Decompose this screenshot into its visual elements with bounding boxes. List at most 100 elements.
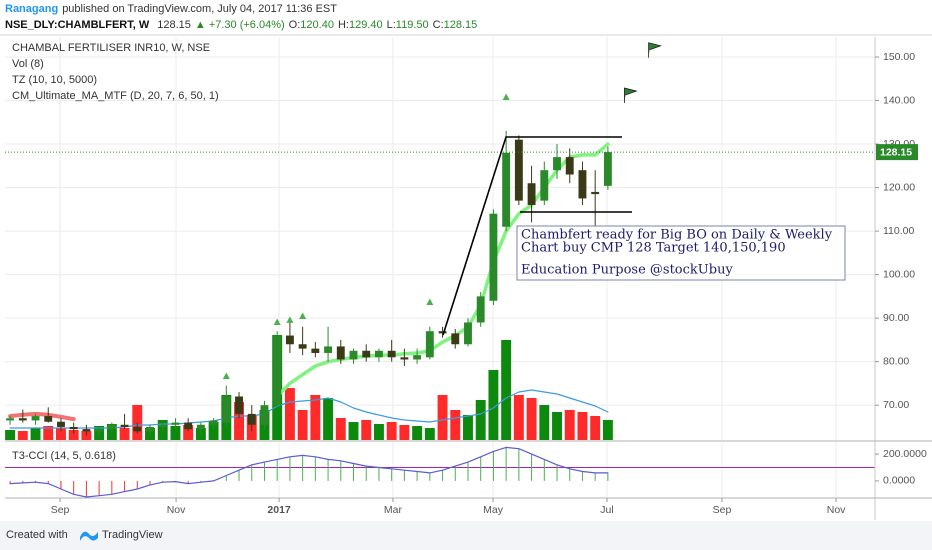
y-tick-label: 70.00 — [883, 399, 909, 411]
author[interactable]: Ranagang — [5, 3, 58, 15]
candle-body — [489, 213, 498, 301]
candle-body — [120, 424, 129, 427]
candle-body — [565, 157, 574, 175]
volume-bar — [373, 424, 384, 440]
volume-bar — [170, 426, 181, 440]
volume-bar — [183, 425, 194, 440]
candle-body — [285, 335, 294, 345]
x-tick-label: 2017 — [267, 504, 291, 516]
volume-bar — [475, 400, 486, 440]
volume-bar — [424, 428, 435, 440]
candle-body — [298, 344, 307, 349]
candle-body — [133, 426, 142, 432]
volume-bar — [501, 340, 512, 440]
volume-bar — [526, 398, 537, 440]
volume-bar — [577, 412, 588, 440]
volume-bar — [323, 398, 334, 440]
candle-body — [311, 348, 320, 353]
candle-body — [514, 139, 523, 201]
volume-bar — [335, 418, 346, 440]
volume-bar — [132, 405, 143, 440]
footer-brand[interactable]: TradingView — [102, 529, 163, 541]
legend-line: TZ (10, 10, 5000) — [12, 74, 97, 86]
price-layer — [5, 42, 875, 436]
volume-bar — [590, 416, 601, 440]
candle-body — [209, 420, 218, 425]
publish-line: Ranagang published on TradingView.com, Ju… — [5, 3, 337, 15]
volume-bar — [552, 412, 562, 440]
volume-bar — [284, 388, 295, 440]
legend-line: CM_Ultimate_MA_MTF (D, 20, 7, 6, 50, 1) — [12, 90, 219, 102]
note-line: Chambfert ready for Big BO on Daily & We… — [521, 228, 833, 243]
last-price-label: 128.15 — [880, 146, 912, 158]
footer-created: Created with — [6, 529, 68, 541]
candle-body — [451, 333, 460, 345]
volume-bar — [297, 410, 308, 440]
x-tick-label: Sep — [713, 504, 732, 516]
y-tick-label: 80.00 — [883, 355, 909, 367]
candle-body — [235, 396, 243, 414]
volume-bar — [361, 420, 372, 440]
candle-body — [336, 346, 345, 360]
volume-bar — [68, 430, 79, 440]
c-label: C: — [433, 19, 444, 31]
candle-body — [247, 413, 256, 425]
trend-line[interactable] — [442, 136, 622, 336]
x-tick-label: Nov — [827, 504, 846, 516]
x-tick-label: Sep — [51, 504, 70, 516]
x-tick-label: Mar — [384, 504, 403, 516]
candle-body — [591, 191, 600, 195]
candle-body — [95, 429, 104, 432]
cci-line — [9, 446, 609, 498]
logo[interactable] — [80, 531, 98, 541]
note-box[interactable] — [516, 225, 846, 281]
signal-marker — [426, 298, 434, 306]
y-tick-label: 90.00 — [883, 312, 909, 324]
volume-bar — [208, 422, 219, 440]
volume-bar — [437, 395, 448, 440]
change: ▲ +7.30 (+6.04%) — [195, 19, 285, 31]
candle-body — [400, 357, 409, 360]
candle-body — [476, 296, 485, 323]
y-tick-label: 200.0000 — [883, 448, 927, 460]
candle-body — [69, 426, 78, 430]
ma-up — [275, 142, 610, 399]
candle-body — [31, 416, 40, 421]
last: 128.15 — [157, 19, 191, 31]
volume-bar — [539, 405, 550, 440]
volume-bar — [119, 428, 130, 440]
candle-body — [362, 350, 371, 358]
l-value: 119.50 — [396, 19, 429, 31]
y-tick-label: 140.00 — [883, 94, 915, 106]
volume-bar — [5, 430, 16, 440]
volume-bar — [348, 422, 359, 440]
candle-body — [273, 335, 282, 406]
candle-body — [158, 424, 167, 427]
volume-bar — [234, 402, 244, 440]
volume-bar — [17, 431, 28, 440]
axes: Sep Nov 2017 Mar May Jul Sep Nov 70.00 80.00 90.00… — [51, 51, 927, 516]
legend-line: Vol (8) — [12, 58, 44, 70]
candle-body — [464, 322, 472, 345]
x-tick-label: Jul — [600, 504, 613, 516]
cci-layer — [5, 446, 875, 498]
volume-bar — [564, 410, 575, 440]
h-label: H: — [338, 19, 349, 31]
y-tick-label: 0.0000 — [883, 475, 915, 487]
last-price-box — [876, 144, 918, 161]
candle-body — [196, 424, 205, 430]
candle-body — [540, 170, 549, 201]
ma-down — [8, 411, 76, 422]
y-tick-label: 150.00 — [883, 51, 915, 63]
symbol-line: NSE_DLY:CHAMBLFERT, W 128.15 ▲ +7.30 (+6.0… — [5, 19, 477, 31]
c-value: 128.15 — [444, 19, 478, 31]
candle-body — [222, 396, 231, 423]
candle-body — [146, 426, 154, 432]
candle-body — [6, 418, 15, 421]
volume-bar — [43, 426, 54, 440]
candle-body — [425, 331, 434, 358]
flag-marker — [648, 42, 662, 58]
volume-bar — [386, 422, 397, 440]
y-tick-label: 100.00 — [883, 268, 915, 280]
note-line: Education Purpose @stockUbuy — [521, 263, 733, 278]
